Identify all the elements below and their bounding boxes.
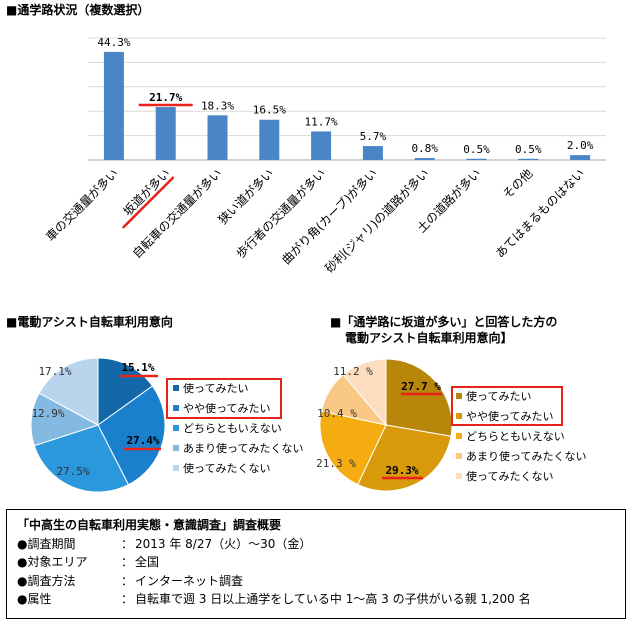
bar-value-label-7: 0.5%	[463, 143, 490, 156]
legend-label-0: 使ってみたい	[466, 390, 531, 403]
pie-chart-slope-legend: 使ってみたいやや使ってみたいどちらともいえないあまり使ってみたくない使ってみたく…	[451, 386, 586, 483]
bar-category-label-0: 車の交通量が多い	[43, 166, 121, 244]
pie-value-label-1: 29.3%	[385, 464, 418, 477]
legend-swatch-4	[456, 473, 462, 479]
survey-row-colon: ：	[121, 555, 134, 569]
bar-1	[155, 107, 176, 160]
bar-value-label-3: 16.5%	[253, 104, 286, 117]
survey-row-key: ●調査方法	[17, 573, 76, 588]
survey-row-colon: ：	[121, 592, 134, 606]
survey-row-value: 全国	[135, 555, 160, 569]
bar-category-label-1: 坂道が多い	[120, 166, 173, 219]
bar-value-label-8: 0.5%	[515, 143, 542, 156]
pie-slice-0	[385, 358, 453, 437]
survey-row-period: ●調査期間 ： 2013 年 8/27（火）～30（金）	[17, 535, 615, 554]
pie-chart-all-legend: 使ってみたいやや使ってみたいどちらともいえないあまり使ってみたくない使ってみたく…	[166, 378, 303, 475]
legend-label-4: 使ってみたくない	[466, 470, 553, 483]
bar-8	[518, 158, 539, 160]
bar-3	[259, 119, 280, 160]
legend-swatch-0	[456, 393, 462, 399]
bar-chart-title: ■通学路状況（複数選択）	[6, 2, 149, 17]
legend-label-2: どちらともいえない	[466, 430, 565, 443]
survey-row-method: ●調査方法 ： インターネット調査	[17, 572, 615, 591]
category-highlight-underline	[121, 176, 175, 229]
survey-row-value: 自転車で週 3 日以上通学をしている中 1～高 3 の子供がいる親 1,200 …	[135, 592, 531, 606]
bar-value-label-4: 11.7%	[305, 115, 338, 128]
bar-6	[414, 158, 435, 160]
bar-category-label-4: 歩行者の交通量が多い	[233, 166, 328, 261]
pie-value-label-4: 11.2 %	[333, 365, 373, 378]
bar-7	[466, 158, 487, 160]
pie-chart-slope: 27.7 % 29.3% 21.3 % 10.4 % 11.2 %	[316, 358, 453, 492]
bar-4	[311, 131, 332, 160]
bar-value-label-5: 5.7%	[360, 130, 387, 143]
pie-value-label-1: 27.4%	[126, 434, 159, 447]
legend-swatch-3	[456, 453, 462, 459]
bar-category-label-2: 自転車の交通量が多い	[129, 166, 224, 261]
bar-5	[362, 146, 383, 160]
bar-category-label-9: あてはまるものはない	[493, 166, 587, 260]
survey-row-value: 2013 年 8/27（火）～30（金）	[135, 536, 312, 551]
pie-slice-4	[342, 358, 387, 427]
survey-row-value: インターネット調査	[135, 573, 244, 588]
bar-0	[103, 51, 124, 160]
charts-canvas: ■通学路状況（複数選択） 44.3% 車の交通量が多い 21.7% 坂道が多い 18.3…	[6, 2, 606, 493]
pie-value-label-3: 10.4 %	[317, 407, 357, 420]
survey-overview-box: 「中高生の自転車利用実態・意識調査」調査概要 ●調査期間 ： 2013 年 8/…	[6, 509, 626, 619]
legend-label-0: 使ってみたい	[183, 382, 248, 395]
survey-row-colon: ：	[121, 536, 134, 551]
pie-slice-1	[97, 385, 166, 486]
pie-slice-4	[38, 357, 99, 426]
pie-value-label-0: 15.1%	[121, 361, 154, 374]
legend-highlight-box	[451, 386, 563, 426]
legend-swatch-1	[173, 405, 179, 411]
legend-label-1: やや使ってみたい	[466, 410, 553, 423]
legend-swatch-2	[173, 425, 179, 431]
pie-slice-1	[357, 424, 452, 492]
pie-slice-2	[33, 424, 130, 493]
bar-category-label-8: その他	[500, 166, 535, 201]
pie-value-label-2: 21.3 %	[316, 457, 356, 470]
bar-value-label-2: 18.3%	[201, 99, 234, 112]
pie-value-label-2: 27.5%	[56, 465, 89, 478]
legend-label-3: あまり使ってみたくない	[466, 450, 586, 463]
legend-label-2: どちらともいえない	[183, 422, 282, 435]
bar-value-label-0: 44.3%	[97, 36, 130, 49]
survey-row-attribute: ●属性 ： 自転車で週 3 日以上通学をしている中 1～高 3 の子供がいる親 …	[17, 590, 615, 609]
pie-value-label-3: 12.9%	[31, 407, 64, 420]
survey-row-key: ●調査期間	[17, 536, 76, 551]
legend-swatch-1	[456, 413, 462, 419]
survey-row-colon: ：	[121, 573, 134, 588]
pie2-title-line1: ■「通学路に坂道が多い」と回答した方の	[330, 314, 557, 329]
legend-swatch-0	[173, 385, 179, 391]
bar-2	[207, 115, 228, 160]
bar-value-label-1: 21.7%	[149, 91, 182, 104]
legend-label-4: 使ってみたくない	[183, 462, 270, 475]
pie-value-label-0: 27.7 %	[401, 380, 441, 393]
survey-row-key: ●属性	[17, 592, 52, 606]
pie2-title-line2: 電動アシスト自転車利用意向】	[345, 330, 513, 345]
bar-value-label-9: 2.0%	[567, 139, 594, 152]
survey-row-key: ●対象エリア	[17, 555, 88, 569]
pie-slice-2	[319, 410, 387, 486]
legend-swatch-2	[456, 433, 462, 439]
bar-value-label-6: 0.8%	[411, 142, 438, 155]
legend-swatch-4	[173, 465, 179, 471]
survey-title: 「中高生の自転車利用実態・意識調査」調査概要	[17, 518, 282, 532]
pie-chart-all: 15.1% 27.4% 27.5% 12.9% 17.1%	[30, 357, 166, 493]
bar-chart: 44.3% 車の交通量が多い 21.7% 坂道が多い 18.3% 自転車の交通量が多い 16…	[43, 36, 606, 276]
bar-9	[570, 155, 591, 160]
pie-value-label-4: 17.1%	[38, 365, 71, 378]
legend-label-3: あまり使ってみたくない	[183, 442, 303, 455]
pie1-title: ■電動アシスト自転車利用意向	[6, 314, 173, 329]
legend-highlight-box	[166, 378, 282, 419]
legend-swatch-3	[173, 445, 179, 451]
bar-category-label-6: 砂利(ジャリ)の道路が多い	[322, 166, 432, 276]
legend-label-1: やや使ってみたい	[183, 402, 270, 415]
survey-row-area: ●対象エリア ： 全国	[17, 553, 615, 572]
bar-category-label-5: 曲がり角(カーブ)が多い	[278, 166, 380, 268]
